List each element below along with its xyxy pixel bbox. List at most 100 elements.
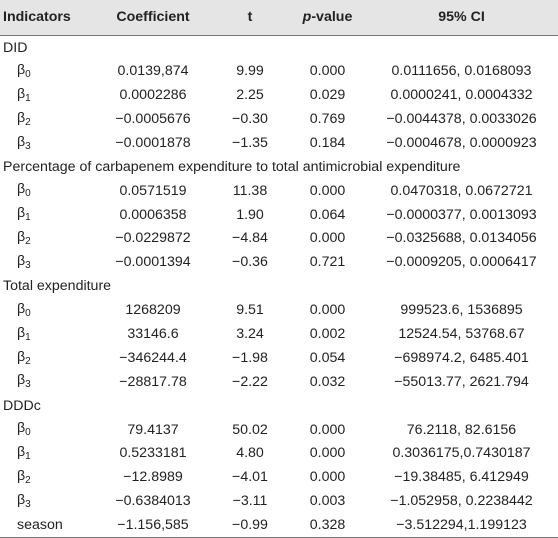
table-row: β1 0.0002286 2.25 0.029 0.0000241, 0.0004332 [0,83,558,107]
ci-cell: 0.0470318, 0.0672721 [390,182,533,199]
section-row: DID [0,36,558,60]
table-row: β1 0.0006358 1.90 0.064 −0.0000377, 0.001309… [0,203,558,227]
t-cell: −2.22 [232,373,268,390]
header-ci: 95% CI [365,0,558,36]
indicator-cell: β2 [0,466,96,490]
indicator-cell: β1 [0,322,96,346]
table-row: season −1.156,585 −0.99 0.328 −3.512294,1.19… [0,513,558,538]
indicator-subscript: 1 [25,451,31,463]
indicator-symbol: β [17,133,26,150]
section-title: Percentage of carbapenem expenditure to … [3,158,461,175]
ci-cell: −19.38485, 6.412949 [394,469,529,486]
indicator-symbol: β [17,420,26,437]
indicator-symbol: β [17,348,26,365]
t-cell: −4.84 [232,230,268,247]
indicator-cell: β3 [0,131,96,155]
coefficient-cell: −1.156,585 [96,513,210,538]
indicator-subscript: 3 [25,259,31,271]
coefficient-cell: 0.0571519 [119,182,187,199]
indicator-cell: β2 [0,346,96,370]
ci-cell: −3.512294,1.199123 [365,513,558,538]
indicator-subscript: 1 [25,92,31,104]
header-p-value: p-value [290,0,365,36]
ci-cell: 0.0111656, 0.0168093 [391,63,532,80]
indicator-subscript: 0 [25,307,31,319]
coefficient-cell: −12.8989 [123,469,183,486]
indicator-cell: β3 [0,370,96,394]
coefficient-cell: 0.0002286 [119,87,187,104]
indicator-symbol: season [17,516,63,533]
coefficient-cell: 1268209 [125,302,181,319]
p-value-cell: 0.000 [309,182,346,199]
p-value-cell: 0.328 [290,513,365,538]
indicator-cell: season [0,513,96,538]
coefficient-cell: −0.0001878 [115,134,191,151]
indicator-cell: β0 [0,418,96,442]
t-cell: 9.51 [236,302,264,319]
ci-cell: −1.052958, 0.2238442 [390,493,533,510]
p-value-cell: 0.000 [309,302,346,319]
table-row: β3 −0.0001394 −0.36 0.721 −0.0009205, 0.0006… [0,251,558,275]
indicator-cell: β0 [0,298,96,322]
header-row: Indicators Coefficient t p-value 95% CI [0,0,558,36]
indicator-subscript: 0 [25,427,31,439]
table-row: β2 −346244.4 −1.98 0.054 −698974.2, 6485.401 [0,346,558,370]
indicator-cell: β2 [0,107,96,131]
t-cell: −0.99 [210,513,290,538]
header-indicators: Indicators [0,0,96,36]
p-value-cell: 0.000 [309,63,346,80]
coefficient-cell: −346244.4 [119,349,187,366]
p-value-cell: 0.000 [309,421,346,438]
table-row: β3 −28817.78 −2.22 0.032 −55013.77, 2621.794 [0,370,558,394]
coefficient-cell: 0.0006358 [119,206,187,223]
indicator-symbol: β [17,491,26,508]
indicator-symbol: β [17,85,26,102]
table-row: β2 −0.0229872 −4.84 0.000 −0.0325688, 0.0134… [0,227,558,251]
section-row: Total expenditure [0,274,558,298]
table-row: β0 0.0139,874 9.99 0.000 0.0111656, 0.016809… [0,59,558,83]
p-value-cell: 0.721 [309,254,346,271]
p-value-cell: 0.002 [309,326,346,343]
table-row: β0 1268209 9.51 0.000 999523.6, 1536895 [0,298,558,322]
indicator-subscript: 2 [25,236,31,248]
t-cell: −0.36 [232,254,268,271]
table-row: β3 −0.6384013 −3.11 0.003 −1.052958, 0.22384… [0,489,558,513]
indicator-symbol: β [17,372,26,389]
ci-cell: −0.0000377, 0.0013093 [386,206,537,223]
indicator-subscript: 2 [25,116,31,128]
section-title: DID [3,39,28,56]
section-title: Total expenditure [3,278,112,295]
section-row: Percentage of carbapenem expenditure to … [0,155,558,179]
ci-cell: −0.0044378, 0.0033026 [386,111,537,128]
indicator-subscript: 3 [25,140,31,152]
ci-cell: −0.0004678, 0.0000923 [386,134,537,151]
ci-cell: −698974.2, 6485.401 [394,349,529,366]
indicator-cell: β0 [0,59,96,83]
p-value-cell: 0.000 [309,469,346,486]
table-row: β2 −12.8989 −4.01 0.000 −19.38485, 6.412949 [0,466,558,490]
p-value-cell: 0.000 [309,445,346,462]
coefficient-cell: −0.0229872 [115,230,191,247]
t-cell: −1.35 [232,134,268,151]
t-cell: 9.99 [236,63,264,80]
p-value-cell: 0.029 [309,87,346,104]
coefficient-cell: 0.5233181 [119,445,187,462]
indicator-subscript: 2 [25,474,31,486]
t-cell: 3.24 [236,326,264,343]
t-cell: 4.80 [236,445,264,462]
table-row: β0 0.0571519 11.38 0.000 0.0470318, 0.067272… [0,179,558,203]
indicator-cell: β2 [0,227,96,251]
t-cell: 2.25 [236,87,264,104]
indicator-subscript: 2 [25,355,31,367]
p-value-cell: 0.000 [309,230,346,247]
indicator-symbol: β [17,229,26,246]
indicator-subscript: 0 [25,68,31,80]
table-body: DID β0 0.0139,874 9.99 0.000 0.0111656, 0.016… [0,36,558,538]
ci-cell: −55013.77, 2621.794 [394,373,529,390]
ci-cell: −0.0325688, 0.0134056 [386,230,537,247]
indicator-cell: β3 [0,251,96,275]
section-title: DDDc [3,397,41,414]
indicator-subscript: 0 [25,188,31,200]
header-coefficient: Coefficient [96,0,210,36]
